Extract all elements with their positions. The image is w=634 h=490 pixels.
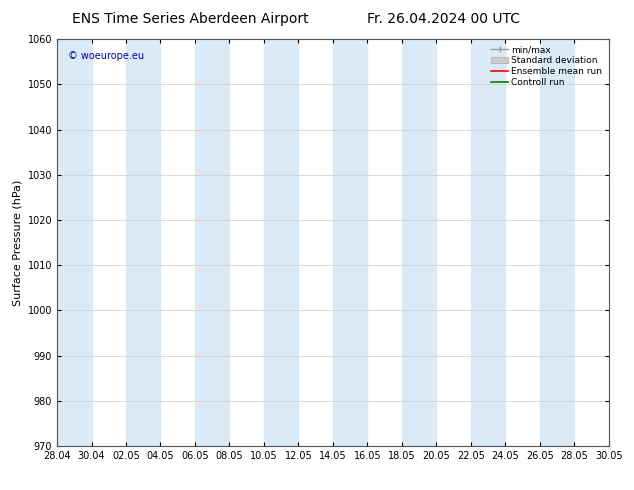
Bar xyxy=(333,39,367,446)
Bar xyxy=(126,39,160,446)
Bar xyxy=(57,39,91,446)
Bar xyxy=(540,39,574,446)
Bar xyxy=(264,39,299,446)
Bar xyxy=(195,39,230,446)
Text: © woeurope.eu: © woeurope.eu xyxy=(68,51,144,61)
Bar xyxy=(470,39,505,446)
Legend: min/max, Standard deviation, Ensemble mean run, Controll run: min/max, Standard deviation, Ensemble me… xyxy=(489,44,604,89)
Text: Fr. 26.04.2024 00 UTC: Fr. 26.04.2024 00 UTC xyxy=(367,12,521,26)
Y-axis label: Surface Pressure (hPa): Surface Pressure (hPa) xyxy=(12,179,22,306)
Bar xyxy=(402,39,436,446)
Text: ENS Time Series Aberdeen Airport: ENS Time Series Aberdeen Airport xyxy=(72,12,309,26)
